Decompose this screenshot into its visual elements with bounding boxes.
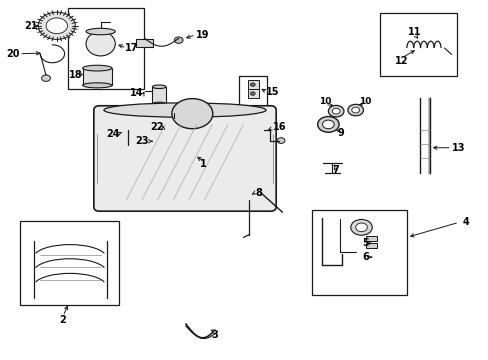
- Text: 9: 9: [337, 129, 344, 138]
- Ellipse shape: [152, 85, 165, 89]
- Text: 16: 16: [272, 122, 286, 132]
- Text: 4: 4: [462, 217, 469, 227]
- Ellipse shape: [82, 65, 112, 71]
- Circle shape: [317, 117, 338, 132]
- Bar: [366, 243, 376, 248]
- Circle shape: [350, 220, 371, 235]
- Bar: [124, 129, 132, 134]
- Bar: [68, 8, 143, 89]
- Bar: [238, 76, 266, 108]
- Circle shape: [331, 108, 339, 114]
- Bar: [82, 68, 112, 85]
- Bar: [247, 80, 258, 89]
- Text: 2: 2: [60, 315, 66, 325]
- FancyBboxPatch shape: [94, 106, 276, 211]
- Circle shape: [351, 107, 359, 113]
- Text: 5: 5: [361, 238, 368, 248]
- Bar: [152, 87, 165, 104]
- Bar: [136, 39, 153, 47]
- Ellipse shape: [86, 32, 115, 56]
- Bar: [366, 236, 376, 241]
- Circle shape: [277, 138, 285, 143]
- Text: 22: 22: [150, 122, 163, 132]
- Circle shape: [347, 104, 363, 116]
- Ellipse shape: [152, 102, 165, 106]
- Text: 18: 18: [68, 70, 82, 80]
- Circle shape: [41, 75, 50, 81]
- Text: 10: 10: [359, 97, 371, 106]
- Circle shape: [328, 105, 343, 117]
- Text: 11: 11: [407, 27, 421, 37]
- Text: 6: 6: [361, 252, 368, 262]
- Ellipse shape: [104, 103, 265, 117]
- Ellipse shape: [86, 28, 115, 35]
- Text: 12: 12: [394, 56, 407, 66]
- Bar: [247, 89, 258, 98]
- Text: 3: 3: [210, 330, 217, 340]
- Circle shape: [355, 223, 366, 231]
- Text: 19: 19: [196, 30, 209, 40]
- Text: 17: 17: [124, 43, 138, 53]
- Circle shape: [38, 12, 75, 40]
- Text: 21: 21: [24, 21, 38, 31]
- Circle shape: [171, 99, 212, 129]
- Circle shape: [250, 92, 255, 95]
- Text: 8: 8: [255, 188, 262, 198]
- Ellipse shape: [82, 83, 112, 88]
- Circle shape: [174, 37, 183, 43]
- Text: 24: 24: [106, 129, 120, 139]
- Text: 13: 13: [451, 143, 465, 153]
- Ellipse shape: [163, 118, 184, 123]
- Bar: [311, 210, 406, 296]
- Circle shape: [157, 137, 168, 145]
- Circle shape: [322, 120, 333, 129]
- Text: 14: 14: [130, 88, 143, 98]
- Bar: [163, 121, 184, 135]
- Bar: [379, 13, 456, 76]
- Text: 10: 10: [318, 97, 330, 106]
- Bar: [20, 221, 119, 305]
- Text: 15: 15: [265, 87, 279, 97]
- Text: 23: 23: [135, 136, 148, 146]
- Circle shape: [250, 83, 255, 86]
- Text: 1: 1: [199, 159, 206, 169]
- Circle shape: [46, 18, 67, 34]
- Text: 20: 20: [6, 49, 20, 59]
- Text: 7: 7: [332, 165, 339, 175]
